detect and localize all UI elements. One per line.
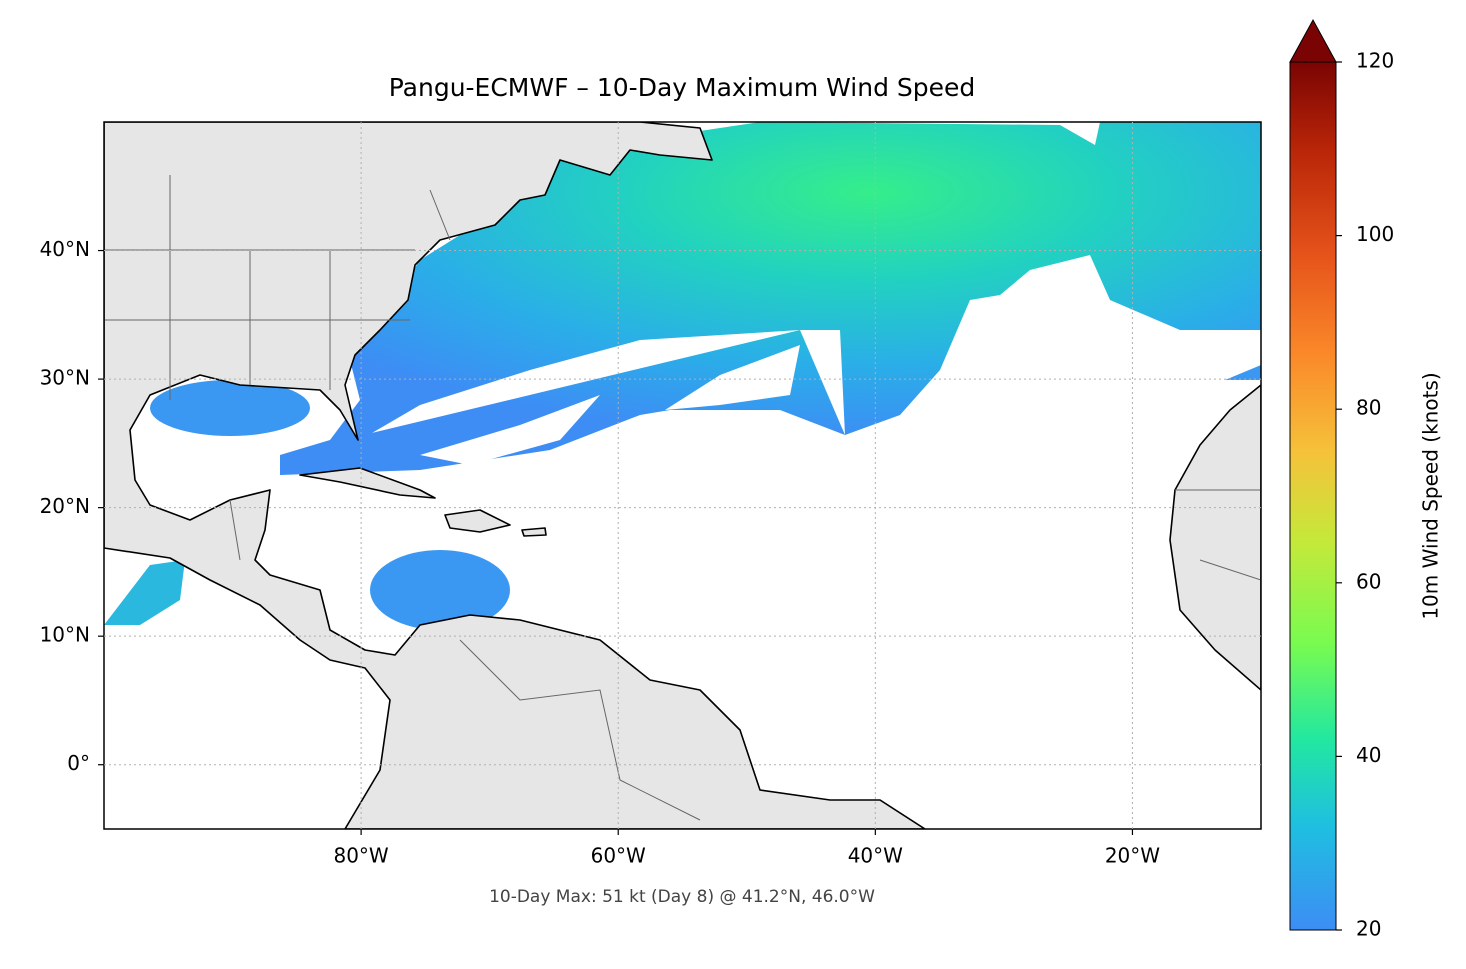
- land: [1169, 384, 1261, 691]
- wind-field: [150, 380, 310, 436]
- y-tick-label: 30°N: [40, 366, 90, 390]
- y-tick-label: 10°N: [40, 623, 90, 647]
- y-tick-label: 40°N: [40, 237, 90, 261]
- y-tick-label: 0°: [67, 751, 90, 775]
- colorbar-tick-label: 40: [1356, 743, 1381, 767]
- y-tick-label: 20°N: [40, 494, 90, 518]
- wind-field: [104, 560, 185, 625]
- land: [104, 122, 926, 829]
- map-frame: [103, 121, 1262, 830]
- x-tick-label: 60°W: [591, 844, 646, 868]
- island: [299, 467, 547, 537]
- wind-field: [370, 550, 510, 630]
- map-area: [104, 122, 1261, 829]
- colorbar-label: 10m Wind Speed (knots): [1419, 372, 1443, 619]
- x-tick-label: 40°W: [848, 844, 903, 868]
- colorbar-tick-label: 120: [1356, 49, 1394, 73]
- wind-field: [280, 122, 1261, 475]
- x-tick-label: 80°W: [333, 844, 388, 868]
- colorbar-extend: [1289, 18, 1337, 63]
- border: [104, 175, 1261, 821]
- x-tick-label: 20°W: [1105, 844, 1160, 868]
- colorbar-tick-label: 100: [1356, 222, 1394, 246]
- calm-area: [420, 345, 800, 465]
- colorbar-tick-label: 20: [1356, 917, 1381, 941]
- colorbar-tick-label: 80: [1356, 396, 1381, 420]
- annotation: 10-Day Max: 51 kt (Day 8) @ 41.2°N, 46.0…: [489, 887, 875, 907]
- colorbar: [1289, 61, 1337, 931]
- chart-title: Pangu-ECMWF – 10-Day Maximum Wind Speed: [389, 73, 976, 102]
- colorbar-tick-label: 60: [1356, 569, 1381, 593]
